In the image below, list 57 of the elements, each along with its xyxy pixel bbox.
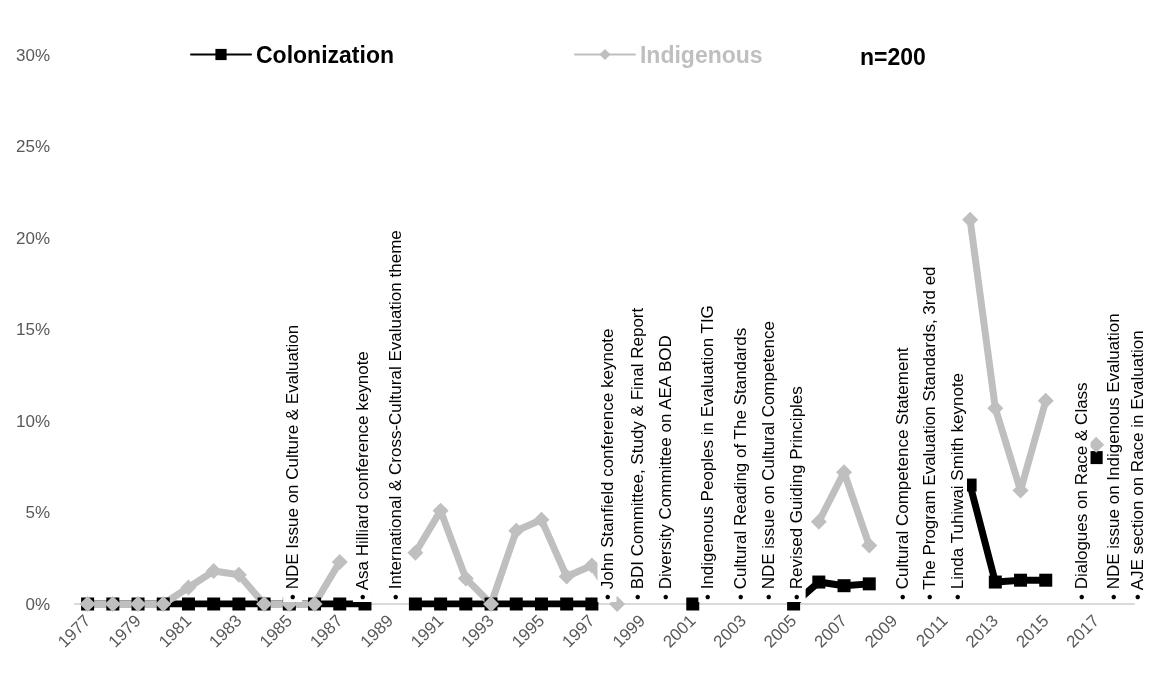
annotation: • Cultural Reading of The Standards xyxy=(731,327,751,600)
y-tick-label: 10% xyxy=(15,411,50,431)
y-tick-label: 5% xyxy=(25,503,50,522)
point xyxy=(686,597,700,611)
point xyxy=(407,544,424,561)
annotation: • Diversity Committee on AEA BOD xyxy=(655,335,675,600)
annotation: • John Stanfield conference keynote xyxy=(597,328,617,600)
point xyxy=(810,513,827,530)
point xyxy=(434,597,448,611)
point xyxy=(1039,573,1053,587)
annotation: • NDE issue on Indigenous Evaluation xyxy=(1104,313,1124,600)
annotation: • NDE issue on Cultural Competence xyxy=(758,320,778,600)
point xyxy=(988,575,1002,589)
y-tick-label: 25% xyxy=(15,137,50,156)
annotation: • Linda Tuhiwai Smith keynote xyxy=(948,372,967,600)
legend-label: Indigenous xyxy=(639,41,763,68)
annotation: n=200 xyxy=(860,43,926,70)
point xyxy=(207,597,221,611)
point xyxy=(837,579,851,593)
point xyxy=(180,579,197,596)
annotation: • International & Cross-Cultural Evaluation theme xyxy=(385,230,405,600)
point xyxy=(533,511,550,528)
point xyxy=(534,597,548,611)
point xyxy=(560,597,574,611)
point xyxy=(583,557,600,574)
annotation: • Indigenous Peoples in Evaluation TIG xyxy=(698,305,718,600)
point xyxy=(862,577,876,591)
point xyxy=(1014,573,1028,587)
annotation: • Asa Hilliard conference keynote xyxy=(352,351,372,600)
point xyxy=(508,522,525,539)
point xyxy=(1088,436,1105,453)
point xyxy=(408,597,422,611)
y-tick-label: 15% xyxy=(15,320,50,339)
annotation: • BDI Committee, Study & Final Report xyxy=(627,307,647,600)
annotation: • The Program Evaluation Standards, 3rd ed xyxy=(920,266,940,600)
y-tick-label: 20% xyxy=(15,228,50,248)
point xyxy=(181,597,195,611)
point xyxy=(1089,451,1103,465)
annotation: • Cultural Competence Statement xyxy=(892,347,912,600)
point xyxy=(232,597,246,611)
point xyxy=(585,597,599,611)
annotation: • Revised Guiding Principles xyxy=(786,386,806,600)
point xyxy=(459,597,473,611)
point xyxy=(509,597,523,611)
y-tick-label: 30% xyxy=(15,45,50,65)
point xyxy=(861,537,878,554)
point xyxy=(457,570,474,587)
point xyxy=(333,597,347,611)
annotation: • AJE section on Race in Evaluation xyxy=(1128,330,1148,600)
legend-label: Colonization xyxy=(256,41,394,68)
annotation: • NDE Issue on Culture & Evaluation xyxy=(283,324,303,600)
point xyxy=(812,575,826,589)
y-tick-label: 0% xyxy=(25,594,50,614)
point xyxy=(558,568,575,585)
annotation: • Dialogues on Race & Class xyxy=(1071,382,1091,600)
point xyxy=(331,553,348,570)
point xyxy=(1037,392,1054,409)
